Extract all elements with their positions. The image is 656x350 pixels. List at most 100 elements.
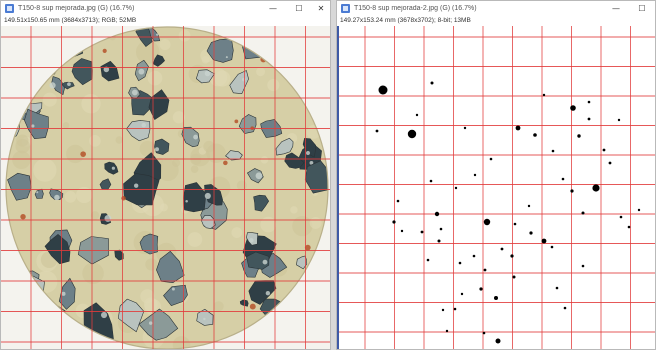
pore-spot — [619, 215, 623, 219]
pore-binary-mask[interactable] — [339, 26, 656, 350]
window-divider — [331, 0, 336, 350]
pore-spot — [458, 261, 462, 265]
right-image-canvas[interactable] — [337, 26, 655, 349]
left-image-canvas[interactable] — [1, 26, 330, 349]
pore-spot — [434, 211, 440, 217]
pore-spot — [375, 129, 379, 133]
pore-spot — [483, 218, 491, 226]
pore-spot — [483, 268, 487, 272]
pore-spot — [495, 338, 501, 344]
pore-spot — [570, 189, 574, 193]
pore-spot — [445, 329, 449, 333]
aggregate-particle — [225, 150, 243, 161]
pore-spot — [533, 133, 537, 137]
pore-spot — [392, 220, 396, 224]
left-image-info: 149.51x150.65 mm (3684x3713); RGB; 52MB — [1, 15, 330, 26]
pore-spot — [429, 179, 433, 183]
aggregate-particle — [229, 70, 249, 95]
aggregate-particle — [117, 298, 145, 333]
pore-spot — [587, 100, 591, 104]
pore-spot — [529, 231, 533, 235]
pore-spot — [494, 296, 498, 300]
pore-spot — [541, 238, 547, 244]
pore-spot — [510, 254, 514, 258]
pore-spot — [500, 247, 504, 251]
pore-spot — [592, 184, 600, 192]
left-titlebar[interactable]: T150-8 sup mejorada.jpg (G) (16.7%) — ☐ … — [1, 1, 330, 15]
imagej-app-icon — [5, 3, 14, 13]
right-titlebar[interactable]: T150-8 sup mejorada-2.jpg (G) (16.7%) — … — [337, 1, 655, 15]
pore-spot — [426, 258, 430, 262]
pore-spot — [637, 208, 641, 212]
aggregate-particle — [304, 160, 328, 194]
pore-spot — [396, 199, 400, 203]
aggregate-particle — [7, 172, 32, 201]
maximize-button[interactable]: ☐ — [638, 3, 646, 13]
aggregate-particle — [253, 194, 270, 212]
pore-spot — [581, 264, 585, 268]
pore-spot — [400, 229, 404, 233]
pore-spot — [602, 148, 606, 152]
minimize-button[interactable]: — — [612, 3, 620, 13]
pore-spot — [550, 245, 554, 249]
pore-spot — [542, 93, 546, 97]
pore-spot — [555, 286, 559, 290]
aggregate-particle — [284, 152, 305, 169]
pore-spot — [512, 275, 516, 279]
pore-spot — [479, 287, 483, 291]
pore-spot — [563, 306, 567, 310]
pore-spot — [378, 85, 388, 95]
aggregate-particle — [138, 308, 179, 341]
pore-spot — [608, 161, 612, 165]
aggregate-particle — [275, 137, 294, 156]
pore-spot — [527, 204, 531, 208]
pore-spot — [453, 307, 457, 311]
pore-spot — [561, 177, 565, 181]
pore-spot — [407, 129, 417, 139]
pore-spot — [587, 117, 591, 121]
pore-spot — [489, 157, 493, 161]
concrete-core-disc — [6, 27, 328, 349]
close-button[interactable]: ✕ — [317, 3, 325, 13]
pore-spot — [415, 113, 419, 117]
pore-spot — [515, 125, 521, 131]
aggregate-particle — [156, 250, 185, 284]
aggregate-particle — [163, 284, 188, 307]
aggregate-particle — [104, 161, 119, 175]
pore-spot — [463, 126, 467, 130]
pore-spot — [472, 254, 476, 258]
pore-spot — [430, 81, 434, 85]
pore-spot — [581, 211, 585, 215]
right-window-title: T150-8 sup mejorada-2.jpg (G) (16.7%) — [354, 4, 477, 12]
red-grid-overlay — [1, 26, 330, 349]
minimize-button[interactable]: — — [269, 3, 277, 13]
pore-spot — [420, 230, 424, 234]
pore-spots — [375, 81, 641, 344]
aggregate-particle — [200, 214, 216, 229]
pore-spot — [617, 118, 621, 122]
pore-spot — [627, 225, 631, 229]
pore-spot — [473, 173, 477, 177]
pore-spot — [570, 105, 576, 111]
aggregate-particle — [246, 251, 270, 270]
red-grid-overlay — [339, 26, 655, 349]
aggregate-particle — [152, 54, 165, 67]
pore-spot — [437, 239, 441, 243]
aggregate-particle — [24, 108, 49, 140]
concrete-core-photo[interactable] — [1, 26, 331, 350]
imagej-app-icon — [341, 3, 350, 13]
pore-spot — [551, 149, 555, 153]
right-image-window[interactable]: T150-8 sup mejorada-2.jpg (G) (16.7%) — … — [336, 0, 656, 350]
right-image-info: 149.27x153.24 mm (3678x3702); 8-bit; 13M… — [337, 15, 655, 26]
left-window-title: T150-8 sup mejorada.jpg (G) (16.7%) — [18, 4, 135, 12]
pore-spot — [441, 308, 445, 312]
pore-spot — [513, 222, 517, 226]
maximize-button[interactable]: ☐ — [295, 3, 303, 13]
aggregate-particle — [58, 277, 76, 310]
pore-spot — [460, 292, 464, 296]
pore-spot — [577, 134, 581, 138]
pore-spot — [439, 227, 443, 231]
left-image-window[interactable]: T150-8 sup mejorada.jpg (G) (16.7%) — ☐ … — [0, 0, 331, 350]
aggregate-particle — [44, 234, 71, 265]
pore-spot — [482, 331, 486, 335]
